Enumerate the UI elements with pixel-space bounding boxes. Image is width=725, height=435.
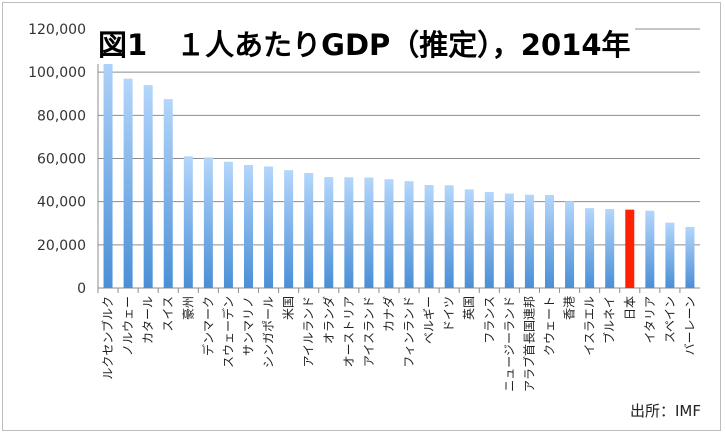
x-tick-label: 日本 (623, 296, 637, 320)
bar (424, 185, 434, 288)
x-tick-label: スイス (161, 296, 175, 332)
x-tick-label: カナダ (381, 296, 396, 332)
x-tick-label: スペイン (663, 296, 677, 343)
x-tick-label: サンマリノ (242, 296, 256, 356)
y-tick-label: 100,000 (28, 65, 86, 81)
x-tick-label: ニュージーランド (502, 296, 516, 392)
bar (123, 78, 133, 289)
y-tick-label: 0 (77, 281, 86, 297)
chart-title: 図1 １人あたりGDP（推定），2014年 (94, 22, 635, 64)
bar (605, 209, 615, 288)
x-tick-label: オーストリア (342, 296, 356, 367)
x-tick-label: ノルウェー (121, 296, 135, 356)
bar (203, 157, 213, 288)
x-tick-label: フランス (482, 296, 496, 344)
bar (324, 177, 334, 288)
x-tick-label: イタリア (643, 296, 657, 344)
bar (304, 172, 314, 288)
bar-highlight (625, 209, 635, 288)
x-tick-label: ブルネイ (602, 296, 617, 344)
bar (404, 181, 414, 288)
y-tick-label: 40,000 (37, 195, 86, 211)
x-tick-label: ドイツ (442, 296, 456, 332)
bar (264, 166, 274, 288)
x-tick-label: アイスランド (362, 296, 376, 367)
y-tick-label: 60,000 (37, 152, 86, 168)
x-tick-label: イスラエル (583, 296, 597, 356)
y-tick-label: 20,000 (37, 238, 86, 254)
bar (484, 191, 494, 288)
bar (183, 156, 193, 288)
y-tick-label: 120,000 (28, 22, 86, 38)
x-tick-label: オランダ (321, 296, 336, 344)
bar (244, 164, 253, 288)
bar (585, 208, 595, 288)
bar (384, 179, 394, 288)
bar (344, 177, 354, 288)
x-tick-label: スウェーデン (220, 296, 235, 368)
x-tick-label: 英国 (462, 296, 476, 320)
bar (545, 194, 554, 288)
bar (685, 226, 695, 288)
bar (364, 177, 374, 288)
x-tick-label: アイルランド (302, 296, 316, 367)
x-tick-label: バーレーン (683, 296, 697, 355)
x-tick-label: カタール (141, 296, 155, 344)
y-tick-label: 80,000 (37, 108, 86, 124)
bar (223, 161, 233, 288)
x-tick-label: ベルギー (422, 296, 436, 344)
x-tick-label: ルクセンブルク (100, 296, 115, 380)
bar (284, 170, 294, 288)
x-tick-label: クウェート (543, 296, 557, 356)
x-tick-label: 香港 (563, 296, 577, 320)
bar (143, 85, 153, 288)
bar (665, 222, 675, 288)
source-note: 出所：IMF (630, 402, 701, 420)
x-tick-label: フィンランド (402, 296, 416, 368)
x-tick-label: デンマーク (200, 296, 215, 356)
x-tick-label: 米国 (282, 296, 296, 320)
bar (504, 193, 514, 288)
x-tick-label: 豪州 (180, 296, 195, 320)
x-tick-label: シンガポール (262, 296, 276, 368)
bar (565, 201, 575, 288)
bar (163, 99, 173, 288)
bar (524, 194, 534, 288)
chart-frame (2, 2, 721, 431)
bar (645, 210, 655, 288)
bar (444, 185, 454, 288)
x-tick-label: アラブ首長国連邦 (521, 296, 536, 392)
bar (103, 48, 113, 288)
bar (464, 189, 474, 288)
